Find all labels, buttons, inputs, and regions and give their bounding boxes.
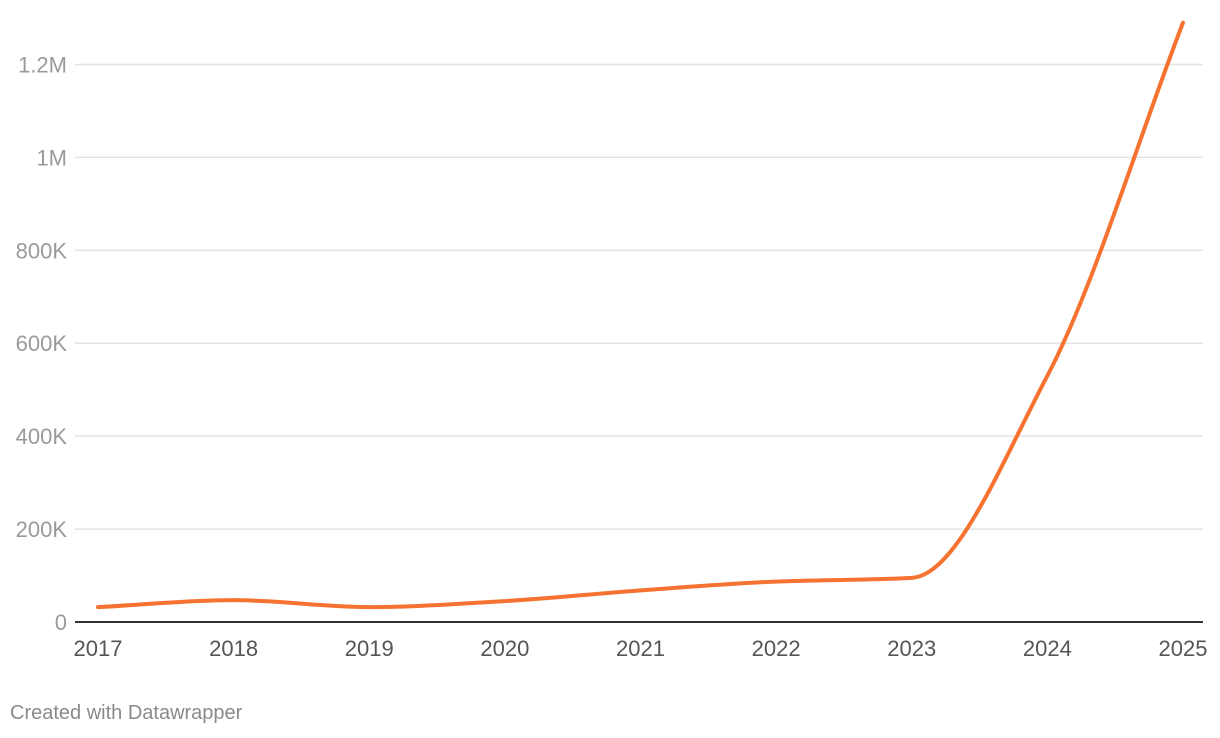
y-tick-label-600k: 600K [16,331,68,356]
x-tick-label-2023: 2023 [887,636,936,661]
y-tick-label-200k: 200K [16,517,68,542]
x-tick-label-2019: 2019 [345,636,394,661]
series-layer [96,20,1185,610]
x-tick-label-2024: 2024 [1023,636,1072,661]
gridlines [75,63,1203,530]
x-tick-label-2020: 2020 [480,636,529,661]
y-tick-label-400k: 400K [16,424,68,449]
x-axis-ticks: 2017 2018 2019 2020 2021 2022 2023 2024 2025 [74,636,1208,661]
series-line-0 [96,20,1185,610]
y-tick-label-0: 0 [55,610,67,635]
y-tick-label-1.2m: 1.2M [18,52,67,77]
y-tick-label-1m: 1M [36,145,67,170]
line-chart: 0 200K 400K 600K 800K 1M 1.2M 2017 2018 2019 2020… [16,20,1208,661]
y-axis-ticks: 0 200K 400K 600K 800K 1M 1.2M [16,52,68,635]
x-tick-label-2017: 2017 [74,636,123,661]
x-tick-label-2018: 2018 [209,636,258,661]
x-tick-label-2021: 2021 [616,636,665,661]
datawrapper-credit[interactable]: Created with Datawrapper [10,702,243,724]
x-tick-label-2022: 2022 [752,636,801,661]
y-tick-label-800k: 800K [16,238,68,263]
x-tick-label-2025: 2025 [1159,636,1208,661]
